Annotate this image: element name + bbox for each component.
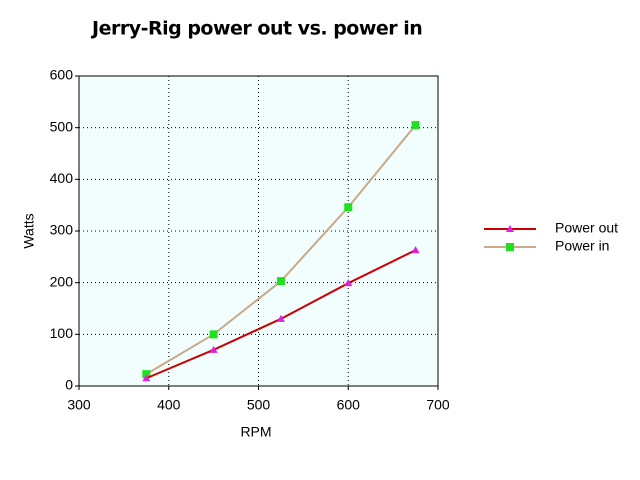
y-tick-label: 400 — [50, 170, 74, 186]
plot-area — [78, 75, 439, 387]
y-tick-label: 200 — [50, 273, 74, 289]
data-point — [209, 330, 218, 339]
x-tick-label: 700 — [426, 397, 450, 413]
y-tick-label: 500 — [50, 118, 74, 134]
legend-label: Power in — [555, 238, 609, 254]
y-tick-label: 600 — [50, 67, 74, 83]
legend-label: Power out — [555, 220, 618, 236]
data-point — [411, 246, 420, 254]
data-point — [344, 279, 353, 287]
legend-marker — [506, 243, 514, 251]
x-tick-label: 400 — [157, 397, 181, 413]
x-tick-label: 300 — [67, 397, 91, 413]
data-point — [142, 374, 151, 382]
x-tick-label: 600 — [337, 397, 361, 413]
y-tick-label: 300 — [50, 222, 74, 238]
data-point — [411, 121, 420, 130]
data-point — [344, 203, 353, 212]
data-point — [276, 314, 285, 322]
x-axis-label: RPM — [240, 424, 271, 440]
data-point — [142, 370, 151, 379]
x-tick-label: 500 — [247, 397, 271, 413]
y-tick-label: 100 — [50, 325, 74, 341]
legend-marker — [506, 225, 514, 232]
chart-title: Jerry-Rig power out vs. power in — [90, 18, 422, 40]
y-axis-label: Watts — [21, 213, 37, 248]
data-point — [209, 345, 218, 353]
data-point — [276, 277, 285, 286]
y-tick-label: 0 — [65, 377, 73, 393]
